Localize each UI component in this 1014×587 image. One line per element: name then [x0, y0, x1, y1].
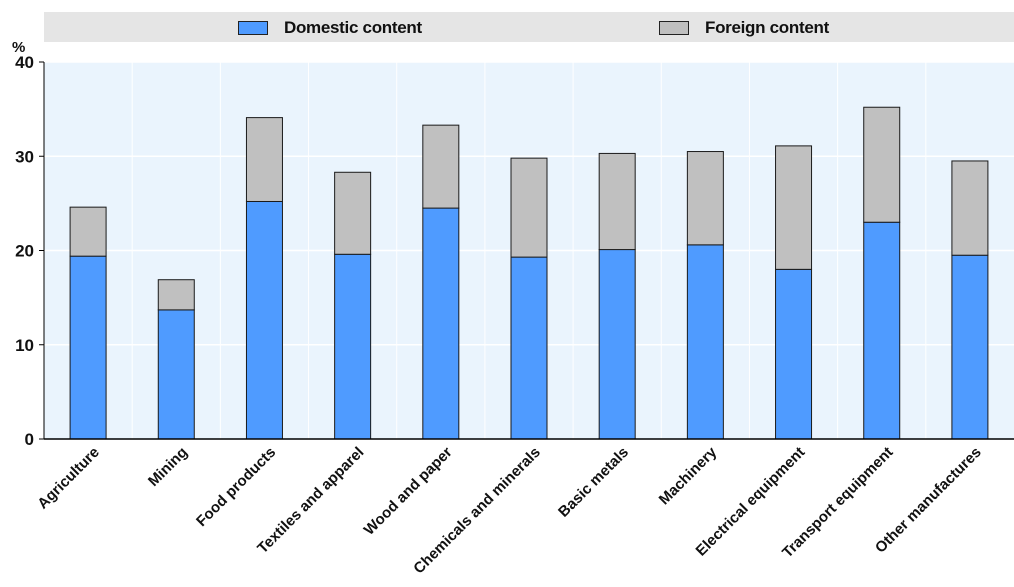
y-tick-label: 10: [15, 336, 34, 355]
bar-foreign: [334, 171, 372, 255]
x-tick-label: Food products: [193, 444, 279, 530]
x-tick-label: Basic metals: [555, 444, 632, 521]
y-tick-label: 30: [15, 147, 34, 166]
y-tick-label: 0: [25, 430, 34, 449]
legend-item-domestic: Domestic content: [238, 18, 422, 38]
bar-foreign: [951, 160, 989, 256]
y-axis-unit-label: %: [12, 39, 25, 56]
bar-domestic: [686, 244, 724, 440]
legend: Domestic content Foreign content: [44, 12, 1014, 42]
bar-foreign: [863, 106, 901, 223]
legend-swatch-domestic: [238, 21, 268, 35]
bar-domestic: [422, 207, 460, 440]
x-tick-label: Wood and paper: [361, 444, 456, 539]
bar-domestic: [334, 253, 372, 440]
y-tick-label: 20: [15, 242, 34, 261]
bar-domestic: [245, 200, 283, 440]
bar-domestic: [69, 255, 107, 440]
legend-swatch-foreign: [659, 21, 689, 35]
bar-foreign: [157, 279, 195, 311]
y-tick-label: 40: [15, 53, 34, 72]
bars: [69, 106, 989, 440]
bar-domestic: [951, 254, 989, 440]
legend-item-foreign: Foreign content: [659, 18, 829, 38]
x-tick-label: Agriculture: [34, 444, 103, 513]
bar-domestic: [775, 268, 813, 440]
grid-lines: [44, 61, 1014, 439]
bar-foreign: [422, 124, 460, 209]
bar-foreign: [686, 151, 724, 246]
legend-label-domestic: Domestic content: [284, 18, 422, 37]
x-tick-label: Mining: [145, 444, 191, 490]
bar-domestic: [863, 221, 901, 440]
bar-foreign: [510, 157, 548, 258]
bar-foreign: [245, 117, 283, 202]
bar-foreign: [598, 152, 636, 251]
legend-label-foreign: Foreign content: [705, 18, 829, 37]
y-tick-labels: 0 10 20 30 40: [15, 53, 44, 449]
bar-domestic: [157, 309, 195, 440]
bar-domestic: [598, 249, 636, 440]
bar-domestic: [510, 256, 548, 440]
x-tick-label: Machinery: [656, 443, 721, 508]
bar-foreign: [775, 145, 813, 270]
bar-foreign: [69, 206, 107, 257]
